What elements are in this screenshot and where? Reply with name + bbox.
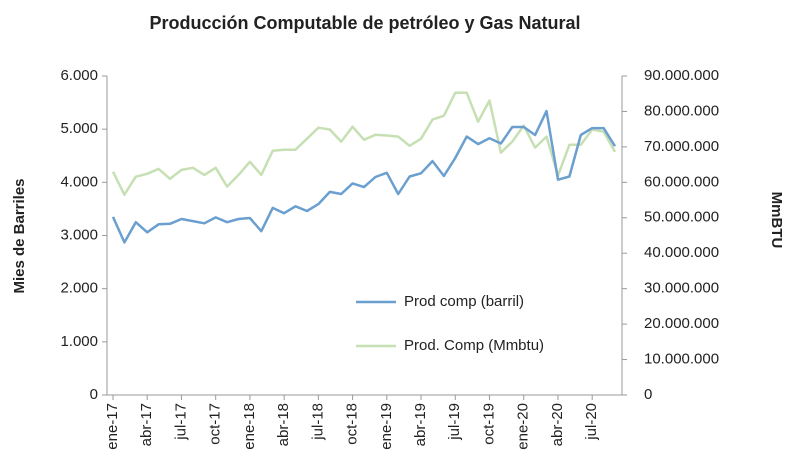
chart-title: Producción Computable de petróleo y Gas … [149,13,580,33]
x-tick-label: ene-20 [515,403,532,450]
y2-tick-label: 60.000.000 [644,173,719,190]
y-tick-label: 0 [90,386,98,403]
x-tick-label: ene-17 [104,403,121,450]
x-tick-label: abr-19 [412,403,429,446]
y2-tick-label: 0 [644,386,652,403]
y2-tick-label: 50.000.000 [644,209,719,226]
x-tick-label: ene-19 [378,403,395,450]
x-tick-label: jul-20 [583,403,600,441]
y2-tick-label: 20.000.000 [644,315,719,332]
x-tick-label: ene-18 [241,403,258,450]
y-tick-label: 5.000 [60,120,98,137]
y-tick-label: 2.000 [60,280,98,297]
x-tick-label: abr-20 [549,403,566,446]
y-tick-label: 3.000 [60,226,98,243]
x-tick-label: abr-18 [275,403,292,446]
x-tick-label: oct-19 [480,403,497,445]
x-tick-label: oct-17 [207,403,224,445]
x-tick-label: abr-17 [138,403,155,446]
legend-label: Prod comp (barril) [404,293,524,310]
y2-axis-title: MmBTU [768,192,785,249]
y2-tick-label: 10.000.000 [644,351,719,368]
x-tick-label: jul-19 [446,403,463,441]
y2-tick-label: 30.000.000 [644,280,719,297]
y2-tick-label: 70.000.000 [644,138,719,155]
y-tick-label: 4.000 [60,173,98,190]
y2-tick-label: 40.000.000 [644,244,719,261]
series-line [111,91,617,196]
x-tick-label: jul-18 [309,403,326,441]
series-line [111,109,617,244]
legend-label: Prod. Comp (Mmbtu) [404,337,544,354]
y-tick-label: 1.000 [60,333,98,350]
y-tick-label: 6.000 [60,67,98,84]
y2-tick-label: 80.000.000 [644,102,719,119]
x-tick-label: oct-18 [344,403,361,445]
y2-tick-label: 90.000.000 [644,67,719,84]
x-tick-label: jul-17 [172,403,189,441]
y-axis-title: Mies de Barriles [11,178,28,293]
